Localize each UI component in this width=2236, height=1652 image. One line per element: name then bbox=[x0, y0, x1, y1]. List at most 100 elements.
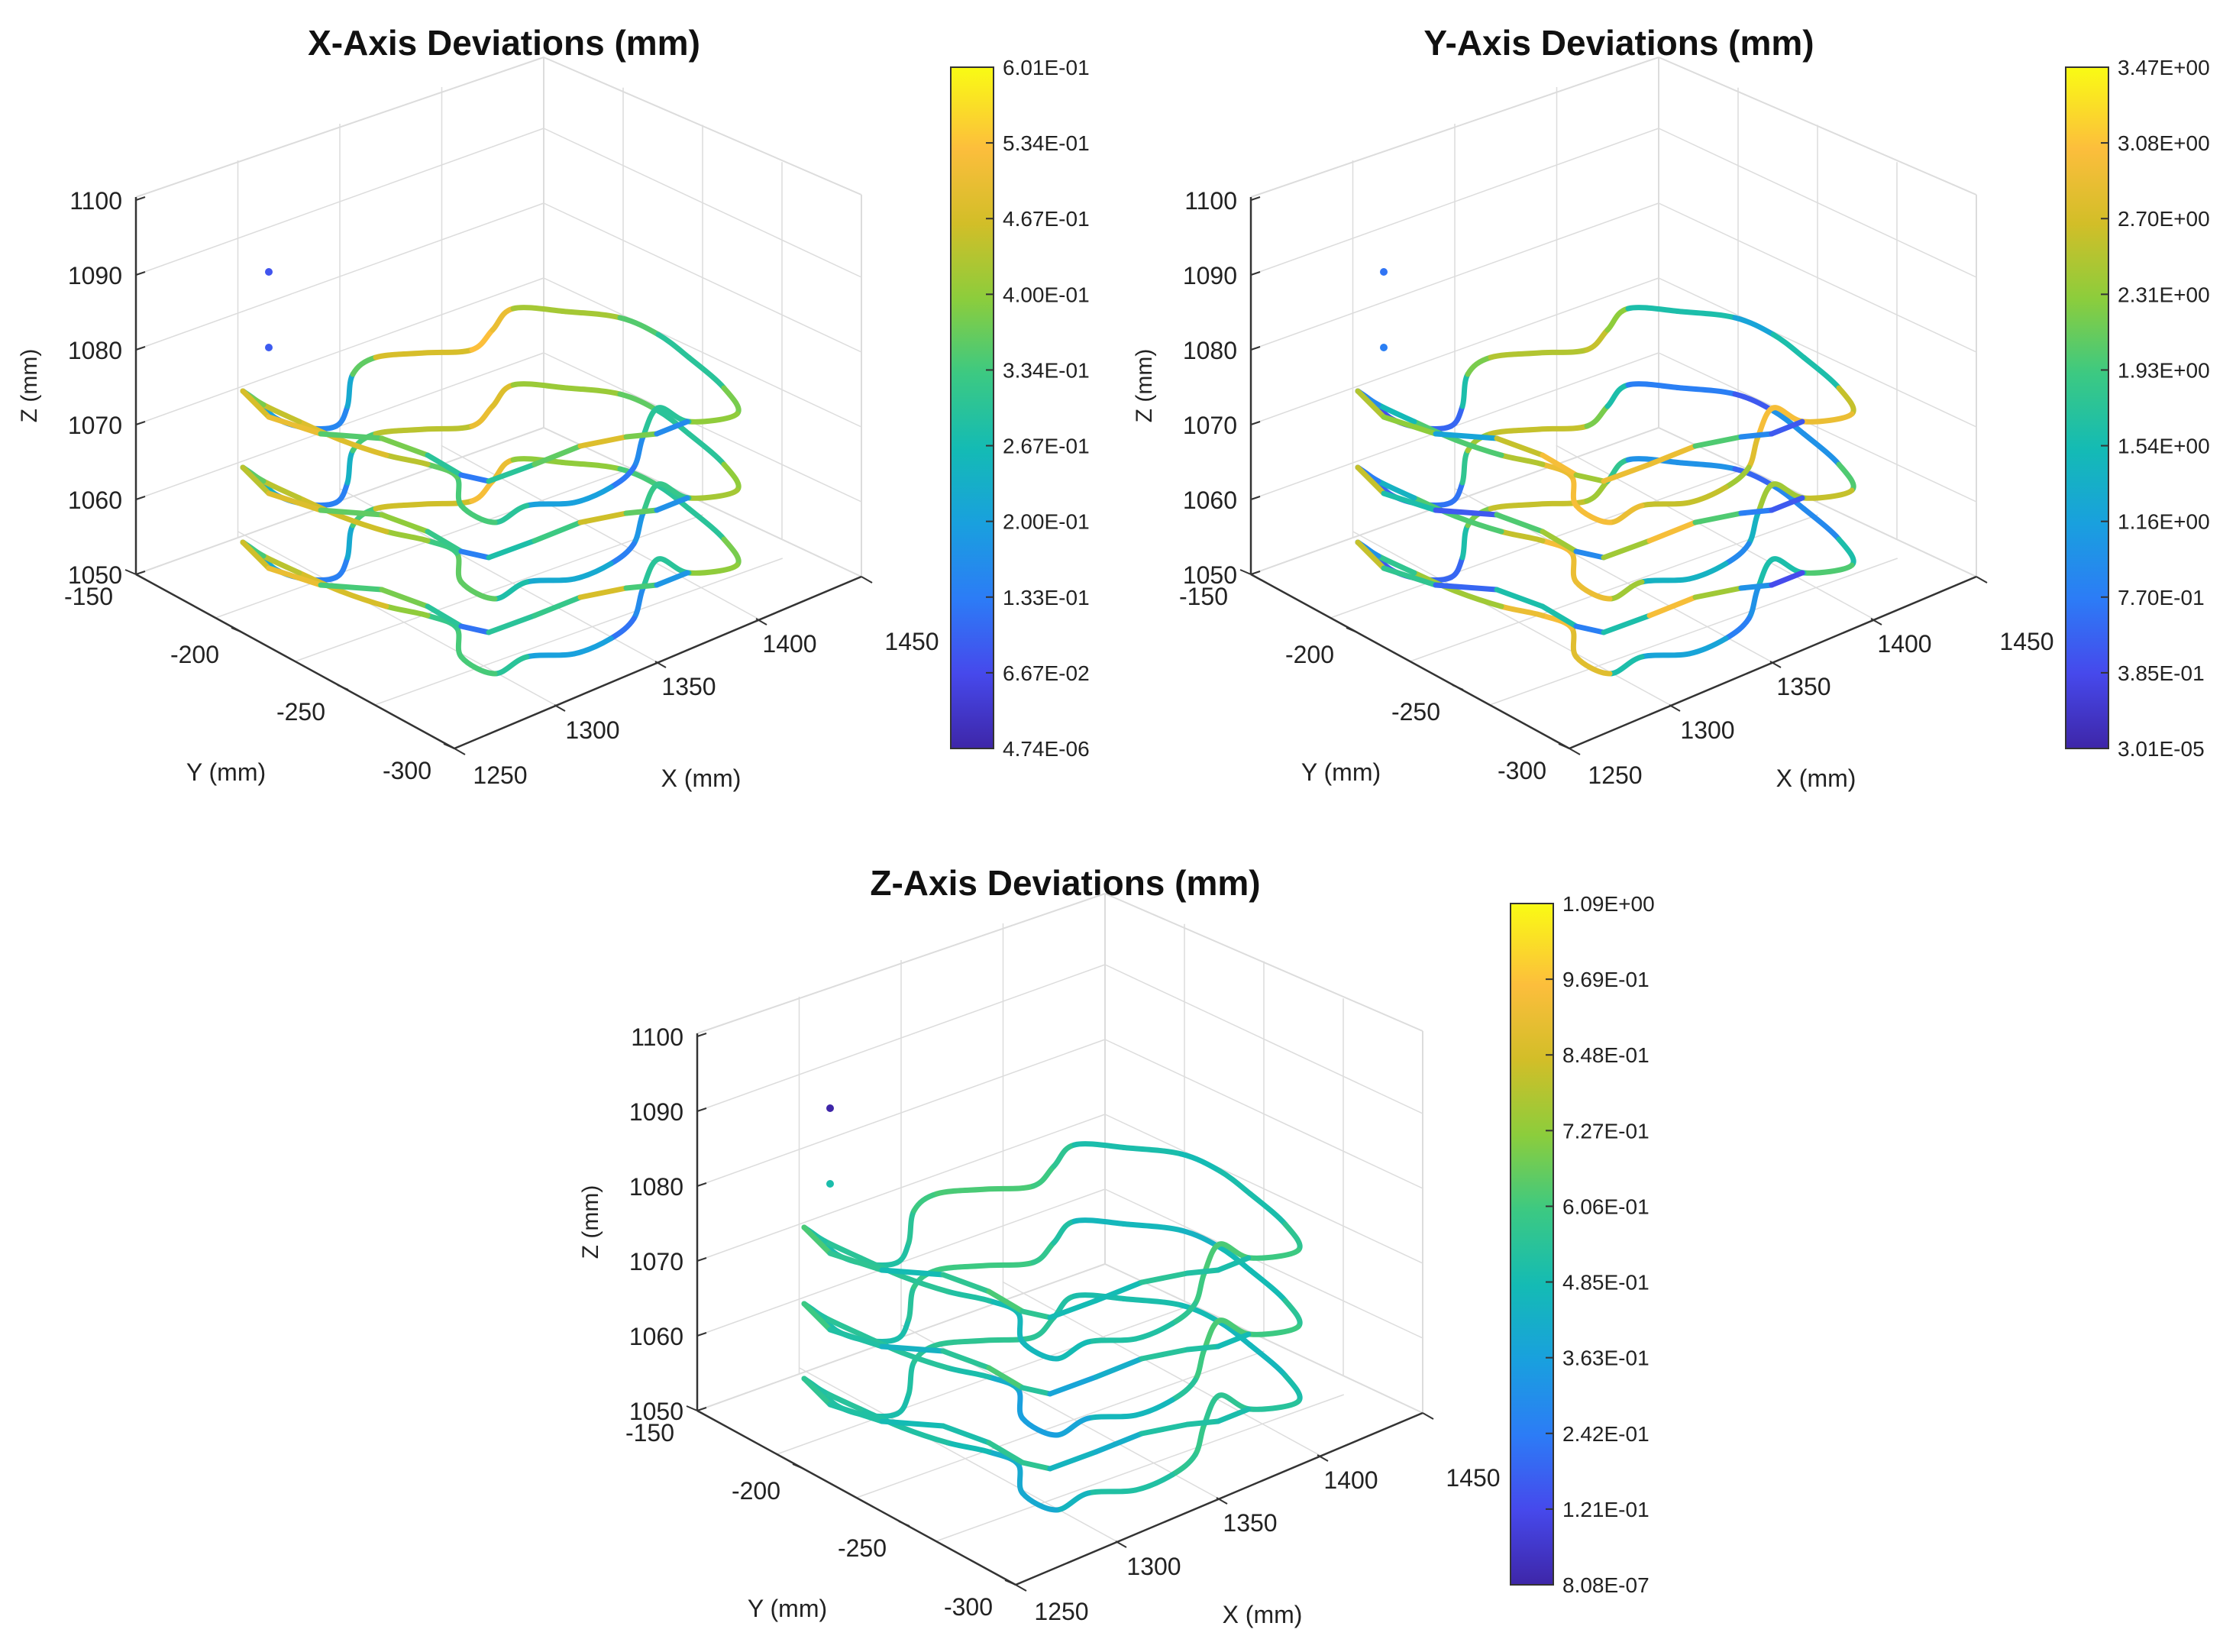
z-tick-label: 1070 bbox=[1183, 412, 1237, 439]
data-layer bbox=[240, 381, 742, 602]
deviation-segment bbox=[911, 1191, 940, 1214]
deviation-segment bbox=[1215, 1331, 1252, 1350]
deviation-segment bbox=[1139, 1421, 1191, 1437]
x-tick-label: 1250 bbox=[1034, 1598, 1088, 1625]
deviation-segment bbox=[350, 354, 379, 377]
z-tick-label: 1090 bbox=[68, 262, 122, 289]
isolated-point bbox=[1380, 268, 1388, 276]
z-tick bbox=[1250, 496, 1261, 500]
y-tick-label: -200 bbox=[170, 641, 219, 668]
z-tick bbox=[696, 1107, 707, 1112]
deviation-segment bbox=[1769, 570, 1805, 588]
z-tick bbox=[1250, 271, 1261, 276]
x-axis-label: X (mm) bbox=[1776, 765, 1856, 792]
deviation-segment bbox=[623, 507, 660, 516]
deviation-segment bbox=[1217, 1319, 1253, 1348]
deviation-segment bbox=[1125, 1145, 1184, 1157]
deviation-segment bbox=[1679, 460, 1738, 472]
colorbar bbox=[2065, 66, 2109, 749]
deviation-segment bbox=[1085, 1487, 1139, 1496]
colorbar-tick-label: 8.08E-07 bbox=[1562, 1573, 1650, 1597]
colorbar-tick-label: 7.27E-01 bbox=[1562, 1119, 1650, 1143]
data-layer bbox=[1355, 456, 1856, 677]
deviation-segment bbox=[1573, 623, 1607, 635]
deviation-segment bbox=[1604, 306, 1631, 333]
deviation-segment bbox=[425, 603, 464, 629]
x-tick-label: 1250 bbox=[1588, 761, 1642, 789]
deviation-segment bbox=[906, 1359, 917, 1397]
y-tick bbox=[898, 1521, 910, 1527]
colorbar-tick-label: 1.09E+00 bbox=[1562, 892, 1655, 916]
deviation-segment bbox=[1569, 474, 1579, 509]
deviation-segment bbox=[532, 594, 583, 619]
deviation-segment bbox=[686, 487, 740, 501]
deviation-segment bbox=[655, 483, 692, 512]
deviation-segment bbox=[1247, 1267, 1288, 1304]
deviation-segment bbox=[1738, 507, 1775, 516]
y-tick bbox=[1004, 1579, 1016, 1586]
deviation-segment bbox=[1488, 350, 1543, 360]
deviation-segment bbox=[1494, 435, 1546, 458]
y-axis-line bbox=[1250, 573, 1570, 750]
colorbar-tick-label: 3.34E-01 bbox=[1003, 358, 1090, 382]
y-tick-label: -150 bbox=[625, 1419, 674, 1447]
deviation-segment bbox=[986, 1365, 1026, 1391]
deviation-segment bbox=[1019, 1385, 1053, 1397]
deviation-segment bbox=[510, 305, 570, 315]
deviation-segment bbox=[1625, 456, 1685, 466]
z-tick-label: 1060 bbox=[629, 1323, 683, 1350]
deviation-segment bbox=[1801, 411, 1855, 425]
deviation-segment bbox=[1607, 503, 1645, 525]
deviation-segment bbox=[454, 550, 464, 585]
deviation-segment bbox=[1282, 1372, 1303, 1405]
deviation-segment bbox=[260, 478, 302, 501]
deviation-segment bbox=[1030, 1240, 1057, 1266]
deviation-segment bbox=[1465, 431, 1494, 454]
grid-line bbox=[1658, 352, 1977, 503]
deviation-segment bbox=[1692, 510, 1744, 525]
deviation-segment bbox=[383, 529, 431, 544]
deviation-segment bbox=[1178, 1227, 1223, 1250]
z-tick-label: 1070 bbox=[629, 1248, 683, 1275]
data-layer bbox=[801, 1217, 1303, 1438]
z-tick bbox=[135, 421, 146, 425]
y-axis-label: Y (mm) bbox=[186, 758, 266, 786]
deviation-segment bbox=[1355, 464, 1387, 496]
deviation-segment bbox=[934, 1262, 989, 1273]
deviation-segment bbox=[1192, 1346, 1207, 1383]
deviation-segment bbox=[655, 556, 692, 576]
deviation-segment bbox=[608, 616, 637, 642]
deviation-segment bbox=[894, 1391, 912, 1417]
deviation-segment bbox=[1573, 503, 1613, 525]
y-axis-line bbox=[135, 573, 455, 750]
deviation-segment bbox=[1015, 1461, 1026, 1496]
deviation-segment bbox=[986, 1288, 1026, 1314]
grid-line bbox=[1250, 277, 1659, 425]
deviation-segment bbox=[1282, 1221, 1303, 1253]
deviation-segment bbox=[1536, 347, 1590, 356]
deviation-segment bbox=[1746, 434, 1761, 470]
deviation-segment bbox=[1282, 1298, 1303, 1330]
chart-title: X-Axis Deviations (mm) bbox=[308, 23, 700, 63]
deviation-segment bbox=[721, 385, 742, 417]
deviation-segment bbox=[1746, 585, 1761, 622]
deviation-segment bbox=[1047, 1298, 1099, 1321]
deviation-segment bbox=[1569, 625, 1579, 660]
deviation-segment bbox=[1540, 529, 1579, 554]
deviation-segment bbox=[425, 613, 460, 631]
deviation-segment bbox=[1770, 331, 1807, 360]
z-axis-label: Z (mm) bbox=[1132, 349, 1157, 423]
axes-box bbox=[1239, 57, 1988, 755]
deviation-segment bbox=[532, 519, 583, 544]
grid-line bbox=[1002, 1281, 1322, 1456]
deviation-segment bbox=[608, 464, 637, 490]
deviation-segment bbox=[469, 327, 496, 353]
x-axis-label: X (mm) bbox=[1223, 1601, 1303, 1628]
deviation-segment bbox=[1125, 1296, 1184, 1308]
deviation-segment bbox=[1679, 385, 1738, 397]
colorbar-tick-label: 3.63E-01 bbox=[1562, 1346, 1650, 1370]
deviation-segment bbox=[1801, 506, 1842, 542]
colorbar-tick-label: 2.00E-01 bbox=[1003, 510, 1090, 534]
deviation-segment bbox=[1738, 431, 1775, 440]
